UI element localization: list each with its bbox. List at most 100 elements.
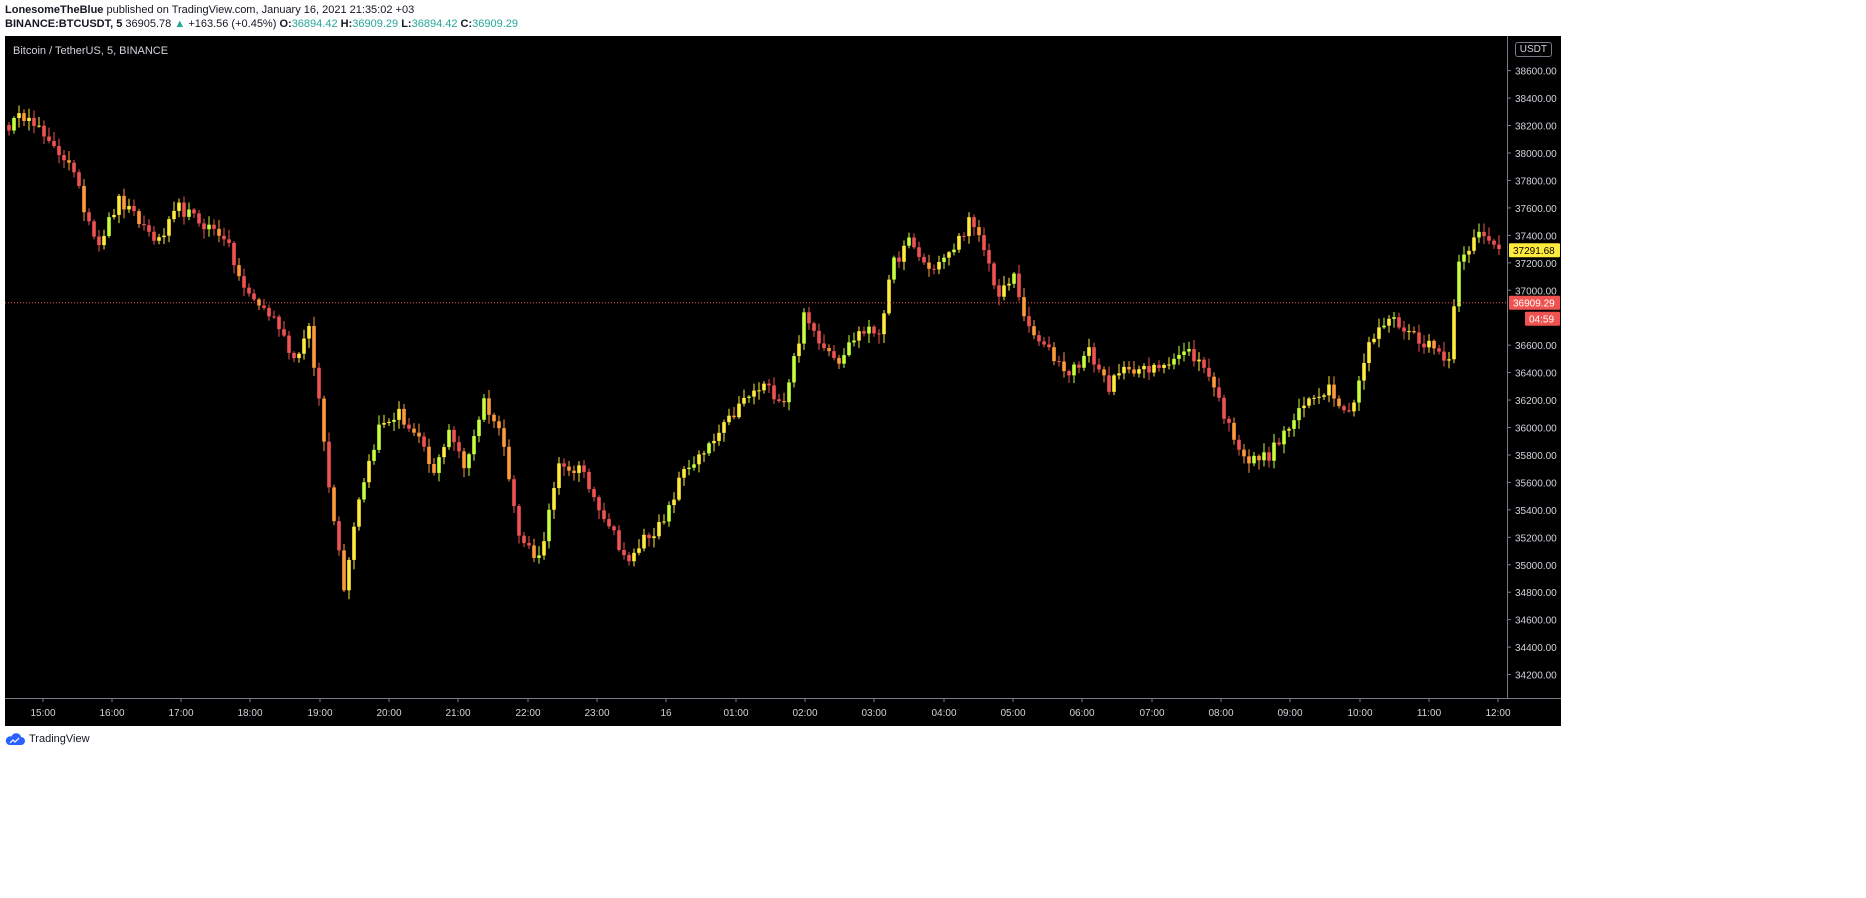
candle-body: [347, 559, 351, 591]
candle-body: [1342, 406, 1346, 411]
candle-body: [1462, 254, 1466, 262]
candle-body: [87, 212, 91, 222]
candle-body: [352, 526, 356, 560]
footer-brand[interactable]: TradingView: [29, 733, 90, 745]
candlestick-chart[interactable]: 34200.00 34400.00 34600.00 34800.00 35000.00…: [5, 36, 1561, 726]
x-tick-label: 07:00: [1139, 708, 1164, 719]
chart-area[interactable]: 34200.00 34400.00 34600.00 34800.00 35000.00…: [5, 36, 1561, 726]
candle-body: [677, 477, 681, 500]
candle-body: [687, 467, 691, 470]
candle-body: [742, 397, 746, 404]
candle-body: [602, 510, 606, 520]
close-value: 36909.29: [472, 18, 519, 30]
candle-body: [1067, 371, 1071, 376]
x-tick-label: 04:00: [931, 708, 956, 719]
candle-body: [172, 210, 176, 220]
candle-body: [342, 550, 346, 591]
candle-body: [1437, 348, 1441, 352]
candle-body: [762, 383, 766, 391]
candle-body: [1452, 306, 1456, 360]
candle-body: [122, 195, 126, 210]
candle-body: [977, 227, 981, 236]
candle-body: [712, 440, 716, 444]
x-tick-label: 09:00: [1277, 708, 1302, 719]
candle-body: [1142, 365, 1146, 370]
y-tick-label: 36200.00: [1515, 396, 1557, 407]
candle-body: [1112, 375, 1116, 392]
tradingview-cloud-icon[interactable]: [5, 732, 25, 746]
candle-body: [1237, 439, 1241, 450]
candle-body: [52, 141, 56, 147]
candle-body: [42, 125, 46, 137]
candle-body: [507, 446, 511, 480]
y-tick-label: 38400.00: [1515, 94, 1557, 105]
x-tick-label: 12:00: [1485, 708, 1510, 719]
countdown-label: 04:59: [1529, 315, 1554, 326]
candle-body: [1447, 359, 1451, 361]
candle-body: [1302, 405, 1306, 409]
candle-body: [1442, 351, 1446, 361]
current-price-label-bg: [1509, 295, 1560, 310]
candle-body: [102, 236, 106, 246]
candle-body: [827, 348, 831, 352]
candle-body: [917, 247, 921, 257]
author-name[interactable]: LonesomeTheBlue: [5, 4, 104, 16]
candle-body: [477, 419, 481, 437]
candle-body: [737, 403, 741, 418]
high-label: H:: [340, 18, 353, 30]
candle-body: [932, 268, 936, 270]
ohlc-line: BINANCE:BTCUSDT, 5 36905.78 ▲ +163.56 (+…: [5, 17, 1561, 31]
y-tick-label: 37200.00: [1515, 259, 1557, 270]
candle-body: [887, 279, 891, 314]
candle-body: [562, 463, 566, 467]
candle-body: [1167, 364, 1171, 366]
candle-body: [527, 542, 531, 546]
candle-body: [667, 505, 671, 522]
candle-body: [1252, 455, 1256, 464]
candle-body: [937, 261, 941, 270]
candle-body: [1322, 395, 1326, 397]
candle-body: [432, 463, 436, 473]
x-tick-label: 05:00: [1000, 708, 1025, 719]
candle-body: [1157, 364, 1161, 368]
candle-body: [852, 340, 856, 343]
candle-body: [617, 530, 621, 550]
candle-body: [777, 399, 781, 402]
candle-body: [1187, 349, 1191, 352]
candle-body: [1037, 335, 1041, 342]
candle-body: [187, 209, 191, 217]
candle-body: [627, 555, 631, 562]
currency-button[interactable]: USDT: [1514, 42, 1552, 57]
yellow-price-label-bg: [1509, 243, 1560, 258]
candle-body: [672, 499, 676, 506]
candle-body: [1427, 340, 1431, 348]
candle-body: [492, 414, 496, 422]
candle-body: [1262, 452, 1266, 461]
current-price-label: 36909.29: [1513, 299, 1555, 310]
candle-body: [957, 235, 961, 250]
y-tick-label: 38600.00: [1515, 67, 1557, 78]
candle-body: [922, 256, 926, 263]
candle-body: [1017, 273, 1021, 298]
publish-line: LonesomeTheBlue published on TradingView…: [5, 3, 1561, 17]
x-tick-label: 03:00: [861, 708, 886, 719]
y-tick-label: 37000.00: [1515, 286, 1557, 297]
y-tick-label: 36600.00: [1515, 341, 1557, 352]
candle-body: [397, 408, 401, 420]
candle-body: [612, 526, 616, 531]
candle-body: [472, 436, 476, 455]
candle-body: [1137, 369, 1141, 374]
candle-body: [317, 367, 321, 399]
x-tick-label: 20:00: [376, 708, 401, 719]
candle-body: [1227, 418, 1231, 423]
candle-body: [1282, 430, 1286, 445]
x-tick-label: 02:00: [792, 708, 817, 719]
candle-body: [1107, 375, 1111, 392]
candle-body: [142, 224, 146, 226]
candle-body: [222, 235, 226, 240]
candle-body: [732, 415, 736, 418]
candle-body: [717, 432, 721, 441]
candle-body: [587, 471, 591, 490]
candle-body: [57, 146, 61, 156]
candle-body: [1472, 237, 1476, 251]
